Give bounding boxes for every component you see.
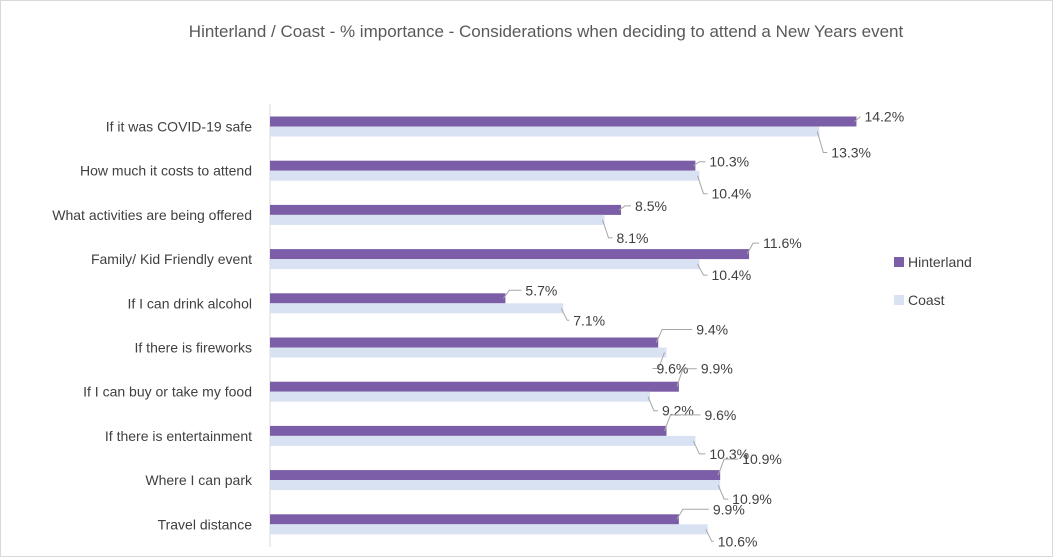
label-leader-line — [816, 131, 828, 153]
label-leader-line — [692, 440, 706, 455]
data-label-hinterland: 14.2% — [864, 109, 904, 125]
bar-coast — [270, 214, 605, 225]
label-leader-line — [854, 116, 861, 122]
data-label-coast: 10.3% — [709, 446, 749, 462]
bar-coast — [270, 391, 650, 402]
bar-coast — [270, 170, 700, 181]
bar-coast — [270, 524, 708, 535]
data-label-coast: 8.1% — [617, 230, 649, 246]
legend-label-hinterland: Hinterland — [908, 254, 972, 270]
data-label-hinterland: 10.9% — [742, 451, 782, 467]
data-label-coast: 10.6% — [718, 533, 758, 549]
bar-hinterland — [270, 381, 679, 392]
label-leader-line — [655, 329, 693, 343]
label-leader-line — [676, 368, 697, 387]
chart-legend: Hinterland Coast — [894, 254, 972, 308]
bar-coast — [270, 435, 696, 446]
label-leader-line — [746, 242, 760, 255]
legend-label-coast: Coast — [908, 292, 945, 308]
data-label-hinterland: 9.9% — [701, 361, 733, 377]
bar-coast — [270, 347, 667, 358]
category-label: How much it costs to attend — [80, 163, 252, 179]
label-leader-line — [664, 414, 701, 432]
data-label-coast: 10.4% — [712, 186, 752, 202]
label-leader-line — [503, 289, 522, 299]
category-label: What activities are being offered — [52, 207, 252, 223]
bar-hinterland — [270, 337, 659, 348]
data-label-hinterland: 5.7% — [525, 282, 557, 298]
label-leader-line — [676, 508, 709, 520]
bar-coast — [270, 126, 820, 137]
data-label-hinterland: 9.9% — [713, 501, 745, 517]
data-label-coast: 9.6% — [656, 361, 688, 377]
bar-hinterland — [270, 249, 750, 260]
data-label-coast: 10.9% — [732, 491, 772, 507]
bar-hinterland — [270, 470, 721, 481]
label-leader-line — [618, 205, 632, 211]
label-leader-line — [697, 175, 708, 195]
category-label: If it was COVID-19 safe — [106, 119, 252, 135]
category-label: Where I can park — [145, 472, 253, 488]
data-label-coast: 13.3% — [831, 145, 871, 161]
data-label-hinterland: 10.3% — [709, 154, 749, 170]
plot-area: If it was COVID-19 safe 14.2% 13.3% How muc… — [52, 104, 904, 549]
bar-hinterland — [270, 160, 696, 171]
category-label: Travel distance — [158, 516, 253, 532]
chart-title: Hinterland / Coast - % importance - Cons… — [189, 22, 904, 41]
data-label-coast: 7.1% — [573, 312, 605, 328]
data-label-hinterland: 8.5% — [635, 198, 667, 214]
category-label: If I can drink alcohol — [127, 295, 252, 311]
data-label-hinterland: 9.6% — [704, 407, 736, 423]
category-label: Family/ Kid Friendly event — [91, 251, 252, 267]
bar-coast — [270, 303, 564, 314]
bar-hinterland — [270, 514, 679, 525]
data-label-hinterland: 11.6% — [763, 235, 802, 251]
bar-hinterland — [270, 116, 857, 127]
data-label-coast: 9.2% — [662, 403, 694, 419]
bar-coast — [270, 480, 721, 491]
category-label: If I can buy or take my food — [83, 384, 252, 400]
data-label-coast: 10.4% — [712, 267, 752, 283]
label-leader-line — [697, 263, 708, 276]
bar-hinterland — [270, 425, 667, 436]
data-label-hinterland: 9.4% — [696, 322, 728, 338]
category-label: If there is entertainment — [105, 428, 252, 444]
label-leader-line — [602, 219, 613, 239]
bar-hinterland — [270, 293, 506, 304]
bar-coast — [270, 259, 700, 270]
label-leader-line — [717, 458, 739, 476]
label-leader-line — [652, 352, 665, 369]
label-leader-line — [717, 484, 729, 500]
bar-hinterland — [270, 204, 622, 215]
label-leader-line — [647, 396, 658, 412]
label-leader-line — [693, 161, 706, 167]
label-leader-line — [705, 529, 714, 542]
category-label: If there is fireworks — [135, 340, 252, 356]
label-leader-line — [560, 308, 570, 321]
legend-swatch-coast — [894, 295, 904, 305]
legend-swatch-hinterland — [894, 257, 904, 267]
